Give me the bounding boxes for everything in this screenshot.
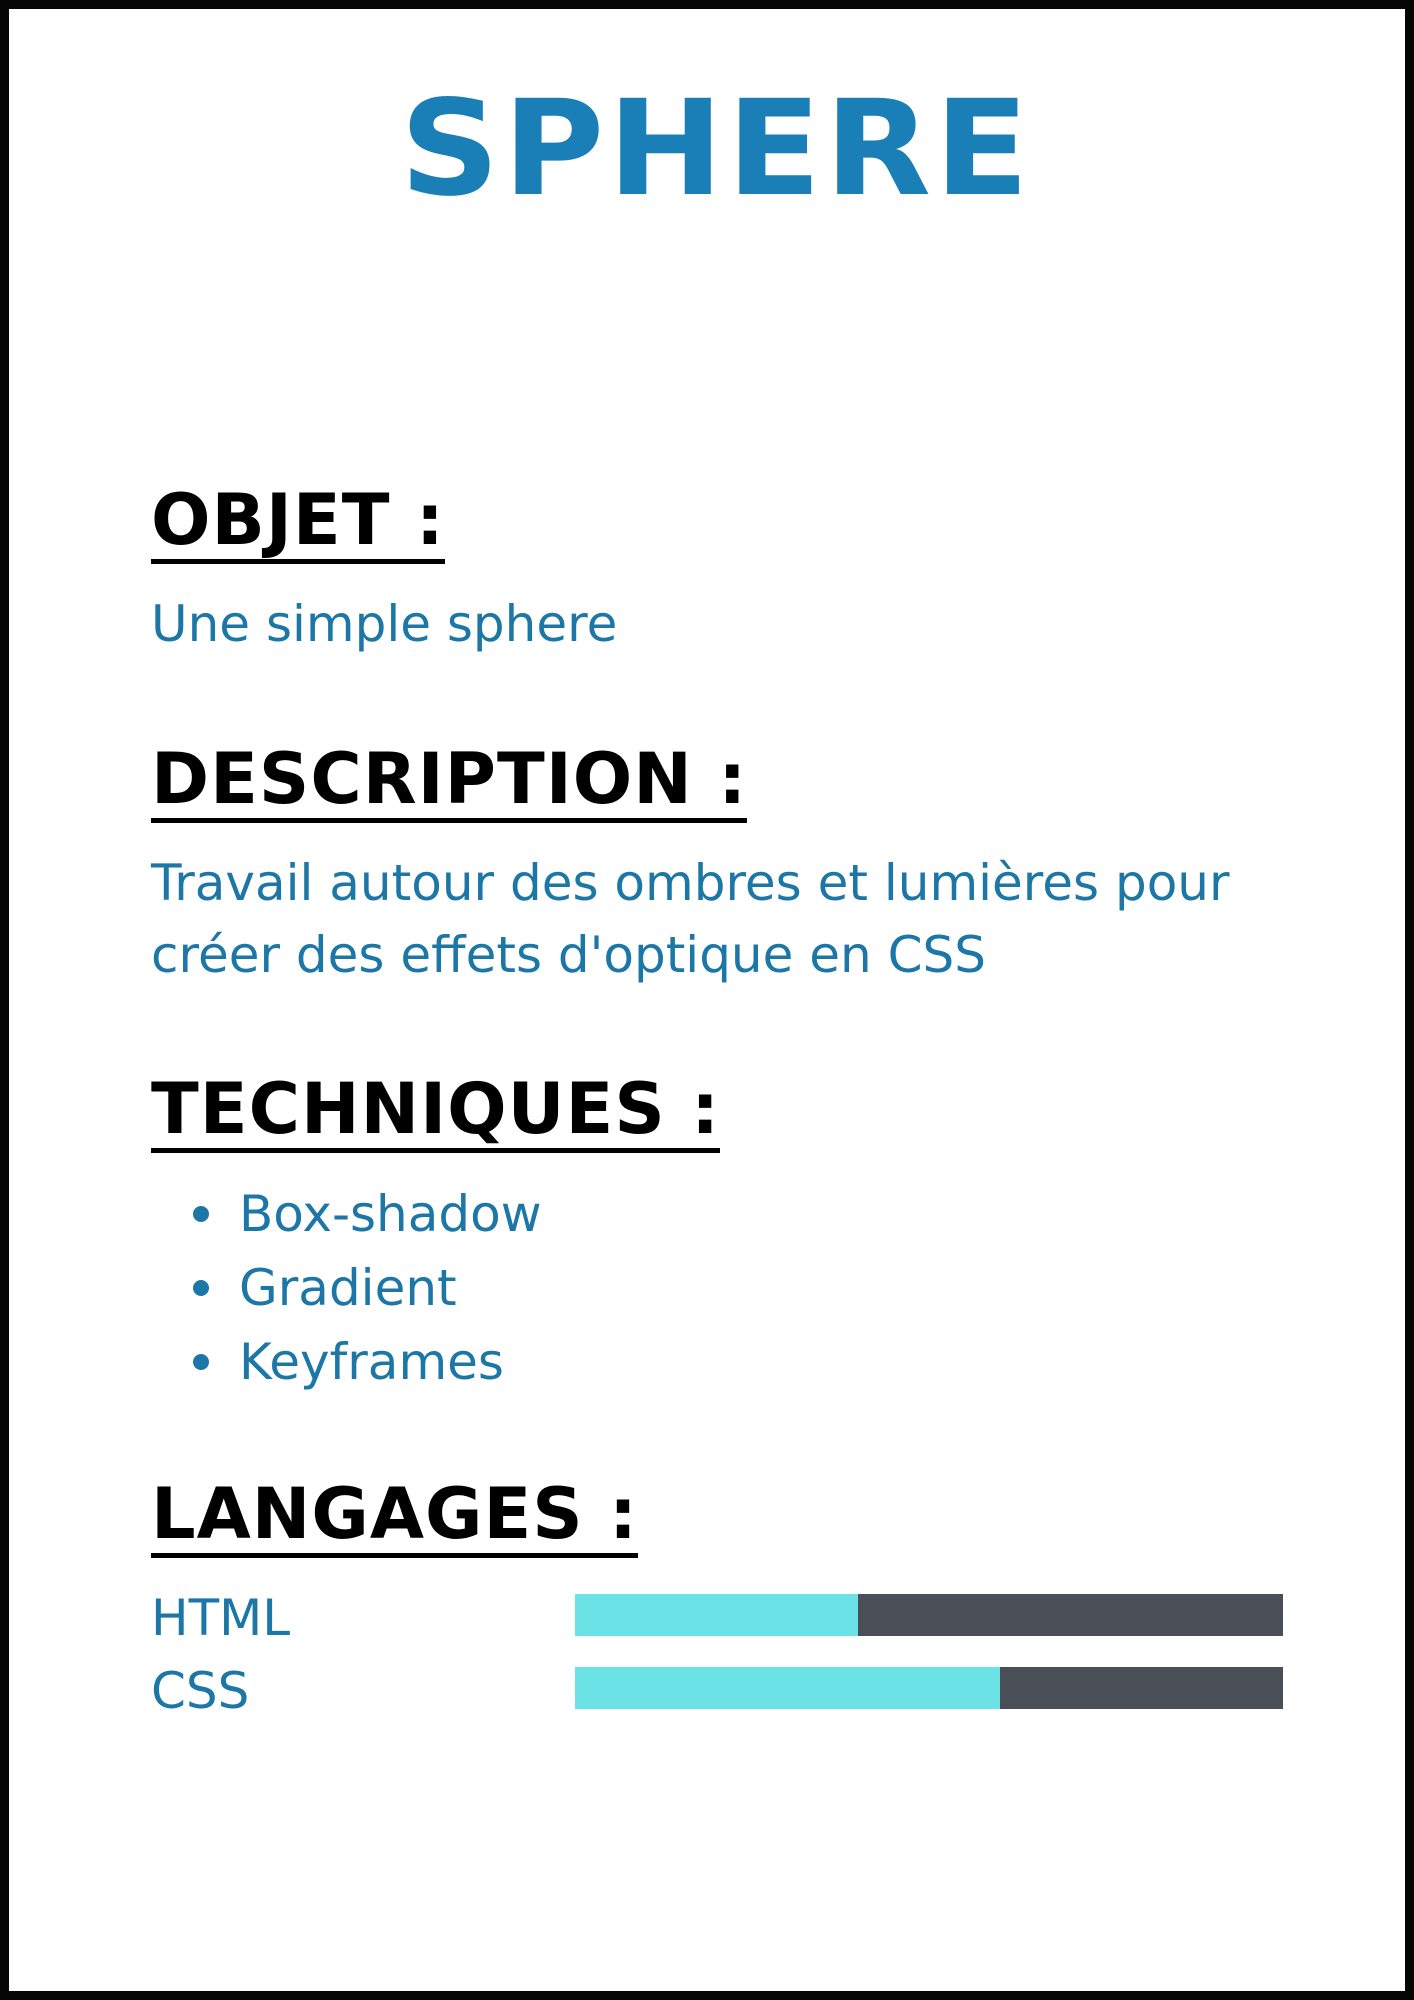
list-item: Gradient [151, 1251, 542, 1325]
skill-bar-track [575, 1594, 1283, 1636]
description-text: Travail autour des ombres et lumières po… [151, 854, 1230, 984]
language-label: CSS [151, 1662, 250, 1720]
technique-label: Box-shadow [239, 1185, 542, 1243]
language-row-css: CSS [151, 1654, 1283, 1728]
list-item: Keyframes [151, 1325, 542, 1399]
bullet-icon [193, 1280, 209, 1296]
skill-bar-fill [575, 1594, 859, 1636]
objet-text: Une simple sphere [151, 595, 618, 653]
list-item: Box-shadow [151, 1177, 542, 1251]
page-title: SPHERE [399, 72, 1033, 226]
bullet-icon [193, 1206, 209, 1222]
technique-label: Gradient [239, 1259, 457, 1317]
techniques-heading: TECHNIQUES : [151, 1072, 721, 1153]
objet-heading: OBJET : [151, 483, 445, 564]
bullet-icon [193, 1354, 209, 1370]
langages-heading: LANGAGES : [151, 1477, 639, 1558]
technique-label: Keyframes [239, 1333, 504, 1391]
language-label: HTML [151, 1589, 291, 1647]
techniques-list: Box-shadow Gradient Keyframes [151, 1177, 542, 1399]
skill-bar-fill [575, 1667, 1000, 1709]
skill-bar-track [575, 1667, 1283, 1709]
description-heading: DESCRIPTION : [151, 742, 748, 823]
language-row-html: HTML [151, 1581, 1283, 1655]
